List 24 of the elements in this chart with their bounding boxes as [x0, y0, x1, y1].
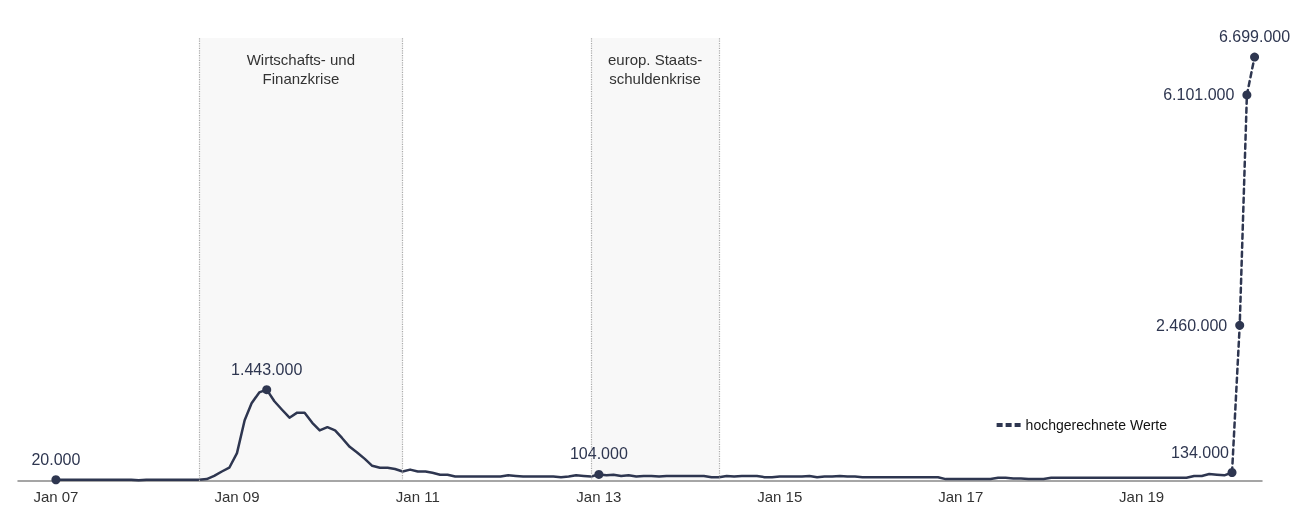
x-tick-label: Jan 07	[33, 488, 79, 505]
data-label: 134.000	[1171, 443, 1230, 461]
x-tick-label: Jan 17	[938, 488, 984, 505]
data-label: 6.699.000	[1218, 28, 1291, 46]
data-label: 1.443.000	[231, 360, 303, 378]
data-label: 104.000	[569, 445, 628, 463]
data-label: 2.460.000	[1156, 316, 1228, 334]
band-label: Wirtschafts- und Finanzkrise	[246, 51, 356, 87]
x-tick-label: Jan 11	[395, 488, 440, 505]
band-label: europ. Staats- schuldenkrise	[608, 51, 703, 87]
data-label: 6.101.000	[1163, 86, 1235, 104]
x-tick-label: Jan 13	[576, 488, 622, 505]
legend-label: hochgerechnete Werte	[1025, 417, 1168, 433]
x-tick-label: Jan 19	[1119, 488, 1165, 505]
x-tick-label: Jan 15	[757, 488, 803, 505]
point	[1235, 320, 1245, 330]
point	[51, 475, 61, 485]
x-tick-label: Jan 09	[214, 488, 260, 505]
point	[594, 469, 604, 479]
point	[1250, 52, 1260, 62]
point	[1242, 90, 1252, 100]
point	[262, 385, 272, 395]
point	[1227, 468, 1237, 478]
data-label: 20.000	[31, 450, 81, 468]
